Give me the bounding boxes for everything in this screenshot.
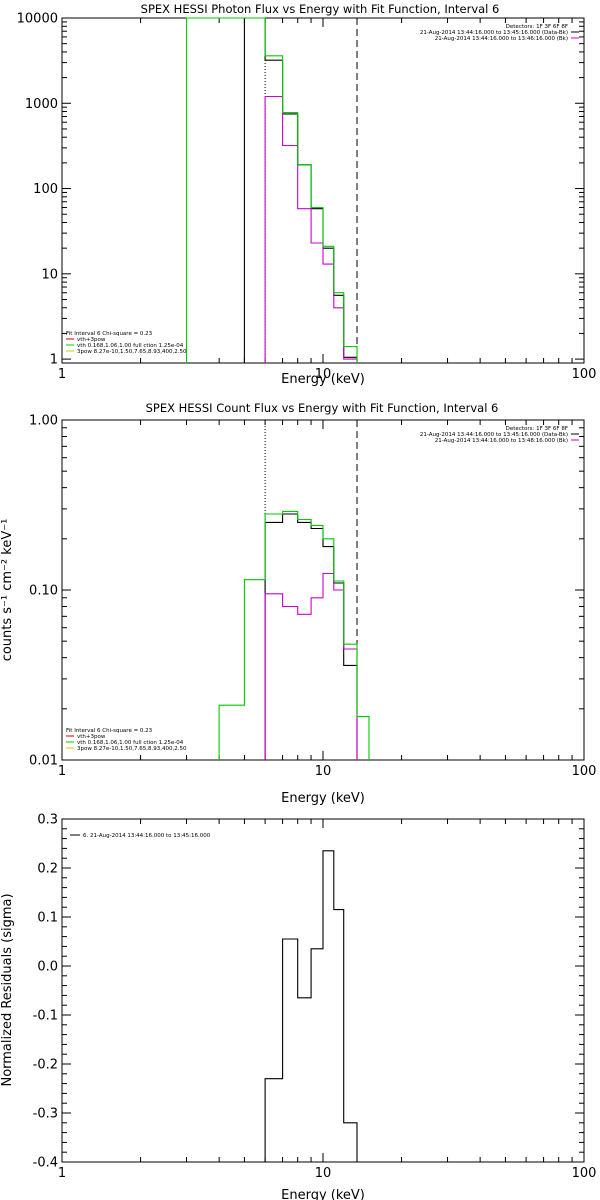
residuals-panel: 1 10 100 -0.4 -0.3 -0.2 -0.1 0.0 0.1 0.2 0.3 6. 21… [0,813,596,1200]
residuals-ticks: 1 10 100 -0.4 -0.3 -0.2 -0.1 0.0 0.1 0.2 0.3 [33,813,597,1182]
count-flux-series-2 [218,510,370,760]
photon-flux-plot-frame [61,17,585,364]
photon-flux-ytick-label: 1 [50,353,58,368]
photon-flux-ytick-label: 10000 [17,12,58,27]
photon-flux-fit-legend-entry: vth 0.168,1.06,1.00 full ction 1.25e-04 [77,343,184,349]
count-flux-ylabel: counts s⁻¹ cm⁻² keV⁻¹ [0,519,15,662]
residuals-ytick-label: -0.4 [33,1156,58,1171]
photon-flux-ytick-label: 10 [41,267,58,282]
count-flux-marks [218,420,370,760]
residuals-ytick-label: -0.3 [33,1107,58,1122]
count-flux-fit-legend: Fit Interval 6 Chi-square = 0.23vth+3pow… [66,728,187,752]
residuals-xlabel: Energy (keV) [281,1188,365,1200]
photon-flux-legend-entry: 21-Aug-2014 13:44:16.000 to 13:46:16.000… [435,36,568,42]
residuals-xtick-label: 1 [58,1166,66,1181]
residuals-ytick-label: -0.2 [33,1058,58,1073]
photon-flux-series-0 [243,17,358,363]
count-flux-panel: SPEX HESSI Count Flux vs Energy with Fit… [0,401,596,806]
photon-flux-xlabel: Energy (keV) [281,372,365,387]
count-flux-legend-entry: 21-Aug-2014 13:44:16.000 to 13:45:16.000… [420,432,568,438]
photon-flux-title: SPEX HESSI Photon Flux vs Energy with Fi… [141,2,500,16]
count-flux-legend-entry: 21-Aug-2014 13:44:16.000 to 13:48:16.000… [435,438,568,444]
count-flux-ytick-label: 1.00 [29,414,58,429]
photon-flux-ytick-label: 100 [33,182,58,197]
count-flux-ytick-label: 0.01 [29,754,58,769]
count-flux-xtick-label: 100 [572,764,597,779]
count-flux-fit-legend-entry: vth 0.168,1.06,1.00 full ction 1.25e-04 [77,740,184,746]
residuals-ytick-label: 0.2 [37,862,58,877]
count-flux-ytick-label: 0.10 [29,584,58,599]
photon-flux-ticks: 1 10 100 1 10 100 1000 10000 [17,12,597,383]
count-flux-ticks: 1 10 100 0.01 0.10 1.00 [29,414,596,780]
count-flux-fit-legend-entry: Fit Interval 6 Chi-square = 0.23 [66,728,153,734]
photon-flux-legend-entry: 21-Aug-2014 13:44:16.000 to 13:45:16.000… [420,30,568,36]
photon-flux-series-2 [185,17,358,363]
count-flux-title: SPEX HESSI Count Flux vs Energy with Fit… [146,401,499,415]
count-flux-xtick-label: 10 [315,764,332,779]
photon-flux-fit-legend-entry: Fit Interval 6 Chi-square = 0.23 [66,331,153,337]
count-flux-fit-legend-entry: 3pow 8.27e-10,1.50,7.65,8.93,400,2.50 [77,746,187,752]
residuals-series-0 [264,850,358,1162]
photon-flux-marks [185,17,358,363]
residuals-ytick-label: -0.1 [33,1009,58,1024]
residuals-ylabel: Normalized Residuals (sigma) [0,893,15,1086]
count-flux-xlabel: Energy (keV) [281,791,365,806]
photon-flux-xtick-label: 1 [58,367,66,382]
residuals-legend-entry: 6. 21-Aug-2014 13:44:16.000 to 13:45:16.… [83,833,211,839]
count-flux-fit-legend-entry: vth+3pow [77,734,106,740]
residuals-legend: 6. 21-Aug-2014 13:44:16.000 to 13:45:16.… [70,833,211,839]
residuals-ytick-label: 0.3 [37,813,58,828]
residuals-xtick-label: 100 [572,1166,597,1181]
photon-flux-xtick-label: 100 [572,367,597,382]
photon-flux-fit-legend-entry: 3pow 8.27e-10,1.50,7.65,8.93,400,2.50 [77,349,187,355]
photon-flux-fit-legend: Fit Interval 6 Chi-square = 0.23vth+3pow… [66,331,187,355]
count-flux-xtick-label: 1 [58,764,66,779]
photon-flux-ytick-label: 1000 [25,97,58,112]
residuals-ytick-label: 0.1 [37,911,58,926]
photon-flux-fit-legend-entry: vth+3pow [77,337,106,343]
photon-flux-xtick-label: 10 [315,367,332,382]
count-flux-legend-entry: Detectors: 1F 3F 6F 8F [506,426,568,432]
residuals-xtick-label: 10 [315,1166,332,1181]
residuals-ytick-label: 0.0 [37,960,58,975]
photon-flux-panel: SPEX HESSI Photon Flux vs Energy with Fi… [17,2,597,387]
residuals-marks [264,850,358,1162]
photon-flux-legend-entry: Detectors: 1F 3F 6F 8F [506,24,568,30]
